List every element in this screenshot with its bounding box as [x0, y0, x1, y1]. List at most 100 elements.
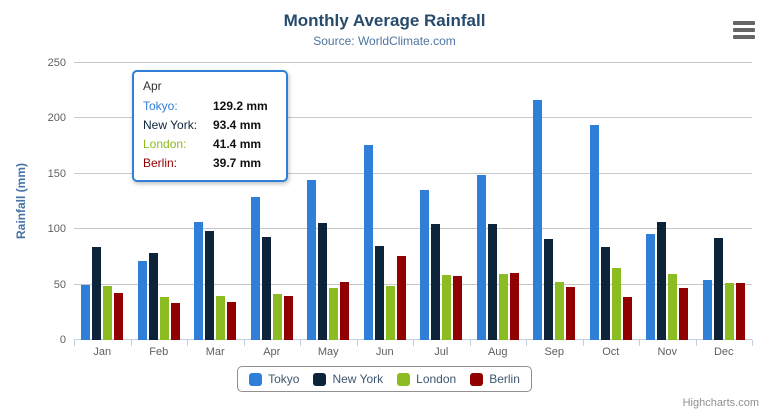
x-axis-label-feb: Feb	[149, 346, 169, 358]
bar-new-york-jul[interactable]	[431, 223, 441, 340]
gridline-150	[74, 172, 752, 174]
bar-london-jul[interactable]	[442, 274, 452, 340]
bar-london-sep[interactable]	[555, 281, 565, 340]
bar-berlin-dec[interactable]	[735, 283, 745, 340]
bar-group-aug	[470, 63, 527, 340]
bar-tokyo-may[interactable]	[307, 180, 317, 340]
credits-link[interactable]: Highcharts.com	[682, 397, 759, 409]
x-axis-label-jan: Jan	[93, 346, 112, 358]
bar-london-nov[interactable]	[668, 274, 678, 340]
legend-symbol-berlin	[470, 372, 484, 386]
bar-tokyo-sep[interactable]	[533, 100, 543, 340]
legend-symbol-london	[397, 372, 411, 386]
x-axis-tick	[187, 340, 188, 346]
bar-berlin-aug[interactable]	[509, 273, 519, 340]
tooltip-row-berlin: Berlin: 39.7 mm	[143, 154, 277, 173]
x-axis-tick	[413, 340, 414, 346]
tooltip-series-value: 129.2 mm	[213, 99, 268, 113]
bar-new-york-jan[interactable]	[92, 247, 102, 340]
bar-new-york-mar[interactable]	[205, 230, 215, 340]
bar-london-oct[interactable]	[611, 267, 621, 340]
legend-item-new-york[interactable]: New York	[313, 372, 383, 386]
bar-new-york-dec[interactable]	[713, 237, 723, 340]
bar-london-feb[interactable]	[159, 297, 169, 340]
x-axis-label-may: May	[317, 346, 339, 358]
bar-berlin-apr[interactable]	[283, 296, 293, 340]
bar-tokyo-jan[interactable]	[81, 284, 91, 340]
bar-berlin-oct[interactable]	[622, 296, 632, 340]
tooltip-series-name: New York:	[143, 118, 198, 132]
bar-new-york-jun[interactable]	[374, 246, 384, 340]
legend-item-tokyo[interactable]: Tokyo	[249, 372, 299, 386]
bar-tokyo-aug[interactable]	[476, 175, 486, 340]
x-axis-label-apr: Apr	[263, 346, 281, 358]
bar-group-may	[300, 63, 357, 340]
bar-london-apr[interactable]	[272, 294, 282, 340]
x-axis-label-jul: Jul	[434, 346, 449, 358]
x-axis-tick	[356, 340, 358, 346]
bar-new-york-apr[interactable]	[261, 236, 271, 340]
bar-new-york-may[interactable]	[318, 222, 328, 340]
bar-group-mar	[187, 63, 244, 340]
bar-group-jul	[413, 63, 470, 340]
tooltip-rows: Tokyo: 129.2 mm New York: 93.4 mm London: 41.…	[143, 97, 277, 173]
legend-item-london[interactable]: London	[397, 372, 456, 386]
plot-area	[74, 62, 752, 340]
tooltip-row-tokyo: Tokyo: 129.2 mm	[143, 97, 277, 116]
gridline-200	[74, 117, 752, 119]
bar-berlin-jan[interactable]	[114, 293, 124, 340]
x-axis-tick	[74, 340, 75, 346]
bar-berlin-jun[interactable]	[396, 256, 406, 340]
tooltip-series-value: 41.4 mm	[213, 137, 262, 151]
bar-new-york-oct[interactable]	[600, 247, 610, 340]
y-axis-label-150: 150	[47, 167, 66, 180]
bar-tokyo-jun[interactable]	[363, 145, 373, 340]
hamburger-icon	[733, 21, 757, 39]
legend-wrap: Tokyo New York London Berlin	[0, 366, 769, 392]
bar-berlin-sep[interactable]	[566, 287, 576, 340]
bar-group-apr	[244, 63, 301, 340]
bar-group-oct	[583, 63, 640, 340]
bar-tokyo-feb[interactable]	[137, 260, 147, 340]
bar-berlin-feb[interactable]	[170, 303, 180, 340]
bar-berlin-may[interactable]	[340, 281, 350, 340]
bar-berlin-mar[interactable]	[227, 301, 237, 340]
bar-london-jun[interactable]	[385, 286, 395, 340]
x-axis-label-sep: Sep	[544, 346, 565, 358]
gridline-100	[74, 228, 752, 230]
x-axis-tick	[300, 340, 301, 346]
bar-london-jan[interactable]	[103, 285, 113, 340]
x-axis-label-dec: Dec	[713, 346, 734, 358]
y-axis-label-0: 0	[59, 334, 66, 346]
x-axis-label-oct: Oct	[602, 346, 620, 358]
legend: Tokyo New York London Berlin	[237, 366, 532, 392]
bar-new-york-aug[interactable]	[487, 224, 497, 340]
export-menu-button[interactable]	[731, 18, 759, 42]
legend-label: London	[416, 372, 457, 386]
gridline-50	[74, 283, 752, 285]
bar-berlin-nov[interactable]	[679, 288, 689, 340]
x-axis-tick	[752, 340, 753, 346]
tooltip-series-value: 93.4 mm	[213, 118, 262, 132]
legend-item-berlin[interactable]: Berlin	[470, 372, 520, 386]
bar-tokyo-mar[interactable]	[194, 222, 204, 340]
bar-tokyo-apr[interactable]	[250, 196, 260, 340]
bar-london-dec[interactable]	[724, 283, 734, 340]
bar-tokyo-nov[interactable]	[646, 234, 656, 340]
bar-london-may[interactable]	[329, 287, 339, 340]
bar-tokyo-dec[interactable]	[702, 279, 712, 340]
bar-group-nov	[639, 63, 696, 340]
tooltip-row-london: London: 41.4 mm	[143, 135, 277, 154]
bar-tokyo-jul[interactable]	[420, 189, 430, 340]
bar-new-york-feb[interactable]	[148, 252, 158, 340]
x-axis-label-jun: Jun	[375, 346, 394, 358]
bar-london-mar[interactable]	[216, 296, 226, 340]
bar-london-aug[interactable]	[498, 273, 508, 340]
bar-new-york-nov[interactable]	[657, 221, 667, 340]
y-axis-label-200: 200	[47, 112, 66, 125]
bar-berlin-jul[interactable]	[453, 276, 463, 340]
bar-new-york-sep[interactable]	[544, 238, 554, 340]
bar-tokyo-oct[interactable]	[589, 124, 599, 340]
x-axis-label-aug: Aug	[487, 346, 508, 358]
